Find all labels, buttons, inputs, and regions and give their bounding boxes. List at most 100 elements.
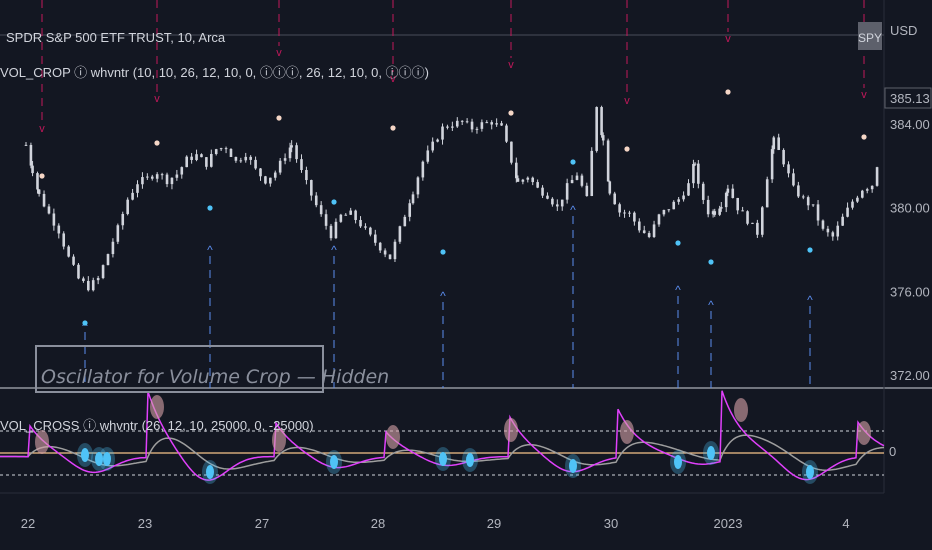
candle-body xyxy=(460,120,464,122)
candle-body xyxy=(416,177,420,195)
time-tick-label: 27 xyxy=(255,516,269,531)
candle-body xyxy=(713,211,717,215)
annotation-text: Oscillator for Volume Crop — Hidden xyxy=(41,366,389,388)
caret-up-icon: ^ xyxy=(807,293,813,307)
candle-body xyxy=(521,179,525,182)
candle-body xyxy=(126,199,129,214)
candle-body xyxy=(600,107,603,136)
candle-body xyxy=(393,241,397,260)
candle-body xyxy=(751,222,754,224)
candle-body xyxy=(116,225,120,242)
candle-body xyxy=(516,178,520,182)
candle-body xyxy=(590,150,594,197)
candle-body xyxy=(846,207,849,217)
candle-body xyxy=(697,163,700,184)
candle-body xyxy=(431,141,434,151)
candle-body xyxy=(836,225,840,237)
time-tick-label: 2023 xyxy=(714,516,743,531)
candle-body xyxy=(229,148,233,157)
candle-body xyxy=(608,181,612,194)
candle-body xyxy=(77,264,80,279)
candle-body xyxy=(652,224,656,237)
candle-body xyxy=(446,126,449,128)
candle-body xyxy=(760,207,764,235)
candle-body xyxy=(67,246,70,257)
candle-body xyxy=(234,156,238,161)
annotation-box[interactable] xyxy=(35,345,324,393)
caret-down-icon: v xyxy=(861,89,867,101)
candle-body xyxy=(546,195,549,199)
caret-down-icon: v xyxy=(154,93,160,105)
price-tick-label: 384.00 xyxy=(890,117,930,132)
candle-body xyxy=(224,148,228,150)
cross-up-marker xyxy=(504,418,518,442)
candle-body xyxy=(526,177,530,180)
symbol-badge-bg xyxy=(858,22,882,50)
last-price-box xyxy=(884,87,932,109)
time-tick-label: 22 xyxy=(21,516,35,531)
candle-body xyxy=(580,175,584,186)
candle-body xyxy=(121,213,125,226)
candle-body xyxy=(373,234,377,243)
oscillator-pane[interactable] xyxy=(0,390,885,484)
candle-body xyxy=(319,205,323,215)
candle-body xyxy=(170,177,174,185)
candle-body xyxy=(36,173,39,190)
caret-up-icon: ^ xyxy=(708,298,714,312)
oscillator-legend[interactable]: VOL_CROSS ⓘ whvntr (26, 12, 10, 25000, 0… xyxy=(0,418,314,433)
cross-up-marker xyxy=(35,430,49,454)
cross-down-marker xyxy=(206,465,214,479)
candle-body xyxy=(42,193,46,207)
sell-dot xyxy=(725,89,731,95)
candle-body xyxy=(672,201,676,210)
cross-up-marker xyxy=(734,398,748,422)
candle-body xyxy=(536,182,539,188)
candle-body xyxy=(136,184,139,193)
candle-body xyxy=(657,214,661,225)
candle-body xyxy=(801,196,805,198)
sell-dot xyxy=(624,146,630,152)
symbol-title[interactable]: SPDR S&P 500 ETF TRUST, 10, Arca xyxy=(6,30,226,45)
candle-body xyxy=(436,139,439,142)
candle-body xyxy=(259,168,262,177)
cross-down-marker xyxy=(674,455,682,469)
candle-body xyxy=(150,176,154,179)
candle-body xyxy=(633,212,636,222)
indicator-legend[interactable]: VOL_CROP ⓘ whvntr (10, 10, 26, 12, 10, 0… xyxy=(0,65,429,80)
candle-body xyxy=(388,254,392,260)
buy-dot xyxy=(570,159,576,165)
currency-label[interactable]: USD xyxy=(890,23,917,38)
candle-body xyxy=(185,156,189,168)
cross-down-marker xyxy=(569,459,577,473)
time-tick-label: 28 xyxy=(371,516,385,531)
price-axis[interactable]: 384.00 380.00 376.00 372.00 xyxy=(890,117,930,383)
candle-body xyxy=(205,157,208,167)
cross-up-marker xyxy=(272,428,286,452)
candle-body xyxy=(451,126,454,128)
time-axis[interactable]: 22 23 27 28 29 30 2023 4 xyxy=(21,516,850,531)
candle-body xyxy=(408,203,412,217)
candle-body xyxy=(741,210,744,212)
candle-body xyxy=(369,227,372,235)
candle-body xyxy=(806,197,810,206)
caret-up-icon: ^ xyxy=(207,243,213,257)
sell-dot xyxy=(39,173,45,179)
caret-up-icon: ^ xyxy=(675,283,681,297)
candle-body xyxy=(24,144,28,146)
candle-body xyxy=(541,187,544,196)
candle-body xyxy=(851,201,854,208)
candle-body xyxy=(623,212,626,214)
candle-body xyxy=(200,154,203,158)
candle-body xyxy=(595,107,598,151)
candle-body xyxy=(249,156,252,160)
cross-down-marker xyxy=(466,453,474,467)
candle-body xyxy=(383,250,387,255)
candle-body xyxy=(334,221,338,239)
candle-body xyxy=(718,208,721,215)
candle-body xyxy=(37,189,41,194)
caret-down-icon: v xyxy=(390,73,396,85)
candle-body xyxy=(870,185,874,190)
candle-body xyxy=(777,137,780,150)
candle-body xyxy=(711,211,715,215)
